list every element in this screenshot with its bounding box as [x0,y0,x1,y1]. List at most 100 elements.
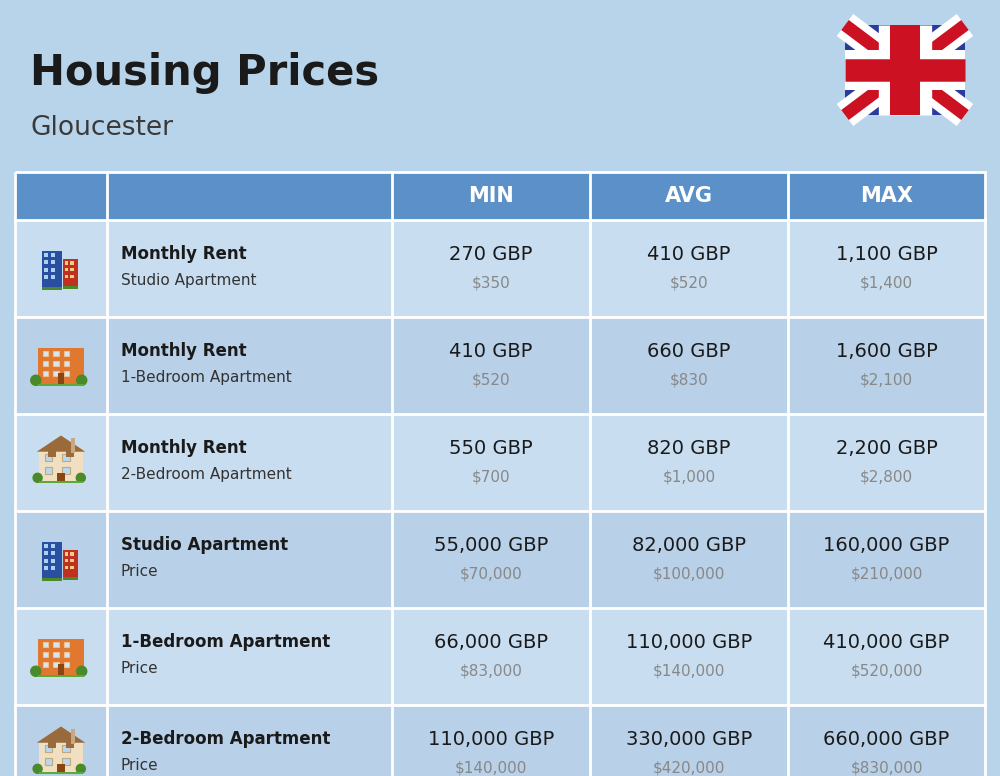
Text: 1,100 GBP: 1,100 GBP [836,245,937,265]
FancyBboxPatch shape [70,261,74,265]
FancyBboxPatch shape [44,566,48,570]
Circle shape [76,764,85,774]
FancyBboxPatch shape [44,552,48,556]
Circle shape [77,667,87,677]
FancyBboxPatch shape [63,549,78,577]
FancyBboxPatch shape [65,566,68,570]
Text: Monthly Rent: Monthly Rent [121,342,247,360]
FancyBboxPatch shape [66,743,74,748]
Text: $350: $350 [472,275,510,290]
Text: Price: Price [121,660,159,676]
FancyBboxPatch shape [39,480,83,483]
Text: $2,100: $2,100 [860,372,913,387]
Text: 270 GBP: 270 GBP [449,245,533,265]
Text: 660 GBP: 660 GBP [647,342,731,362]
Text: 110,000 GBP: 110,000 GBP [626,633,752,653]
Circle shape [76,473,85,483]
Text: 160,000 GBP: 160,000 GBP [823,536,950,556]
FancyBboxPatch shape [51,559,55,563]
FancyBboxPatch shape [63,577,78,580]
FancyBboxPatch shape [53,662,59,667]
FancyBboxPatch shape [58,664,64,674]
FancyBboxPatch shape [70,275,74,279]
Text: Monthly Rent: Monthly Rent [121,439,247,457]
FancyBboxPatch shape [70,268,74,272]
FancyBboxPatch shape [62,758,70,765]
FancyBboxPatch shape [51,544,55,548]
FancyBboxPatch shape [44,559,48,563]
FancyBboxPatch shape [15,511,985,608]
Text: $2,800: $2,800 [860,469,913,484]
Text: $830,000: $830,000 [850,760,923,775]
Text: Studio Apartment: Studio Apartment [121,536,288,554]
Text: $100,000: $100,000 [653,566,725,581]
Text: MAX: MAX [860,186,913,206]
Circle shape [77,376,87,386]
FancyBboxPatch shape [44,275,48,279]
Text: 410 GBP: 410 GBP [647,245,731,265]
FancyBboxPatch shape [44,544,48,548]
FancyBboxPatch shape [42,286,62,289]
FancyBboxPatch shape [42,251,62,286]
FancyBboxPatch shape [38,348,84,383]
FancyBboxPatch shape [45,745,52,752]
Text: MIN: MIN [468,186,514,206]
FancyBboxPatch shape [53,351,59,355]
FancyBboxPatch shape [64,662,69,667]
Text: Studio Apartment: Studio Apartment [121,272,256,288]
FancyBboxPatch shape [51,275,55,279]
FancyBboxPatch shape [39,771,83,774]
FancyBboxPatch shape [43,351,48,355]
FancyBboxPatch shape [64,361,69,365]
FancyBboxPatch shape [70,566,74,570]
Circle shape [31,376,41,386]
FancyBboxPatch shape [39,743,83,771]
FancyBboxPatch shape [64,351,69,355]
Polygon shape [37,726,85,743]
FancyBboxPatch shape [70,552,74,556]
FancyBboxPatch shape [51,261,55,265]
FancyBboxPatch shape [43,371,48,376]
Text: $83,000: $83,000 [460,663,522,678]
FancyBboxPatch shape [65,552,68,556]
Polygon shape [37,435,85,452]
Text: $140,000: $140,000 [455,760,527,775]
FancyBboxPatch shape [65,268,68,272]
FancyBboxPatch shape [57,764,65,771]
Text: 660,000 GBP: 660,000 GBP [823,730,950,750]
FancyBboxPatch shape [48,452,56,457]
Text: $420,000: $420,000 [653,760,725,775]
Text: 330,000 GBP: 330,000 GBP [626,730,752,750]
Text: $520: $520 [670,275,708,290]
FancyBboxPatch shape [43,642,48,646]
FancyBboxPatch shape [63,258,78,286]
FancyBboxPatch shape [62,467,70,474]
FancyBboxPatch shape [38,639,84,674]
FancyBboxPatch shape [15,220,985,317]
FancyBboxPatch shape [51,552,55,556]
FancyBboxPatch shape [71,729,74,743]
FancyBboxPatch shape [43,361,48,365]
FancyBboxPatch shape [15,172,985,220]
FancyBboxPatch shape [845,25,965,115]
Text: Price: Price [121,563,159,579]
Text: $1,400: $1,400 [860,275,913,290]
FancyBboxPatch shape [64,642,69,646]
FancyBboxPatch shape [15,414,985,511]
FancyBboxPatch shape [44,268,48,272]
Text: 82,000 GBP: 82,000 GBP [632,536,746,556]
FancyBboxPatch shape [42,577,62,580]
FancyBboxPatch shape [64,371,69,376]
FancyBboxPatch shape [51,566,55,570]
FancyBboxPatch shape [38,674,84,677]
FancyBboxPatch shape [70,559,74,563]
Text: 820 GBP: 820 GBP [647,439,731,459]
FancyBboxPatch shape [63,286,78,289]
FancyBboxPatch shape [62,454,70,461]
FancyBboxPatch shape [15,608,985,705]
Text: 1-Bedroom Apartment: 1-Bedroom Apartment [121,369,292,385]
Text: Monthly Rent: Monthly Rent [121,245,247,263]
Text: 410 GBP: 410 GBP [449,342,533,362]
FancyBboxPatch shape [48,743,56,748]
Text: 550 GBP: 550 GBP [449,439,533,459]
